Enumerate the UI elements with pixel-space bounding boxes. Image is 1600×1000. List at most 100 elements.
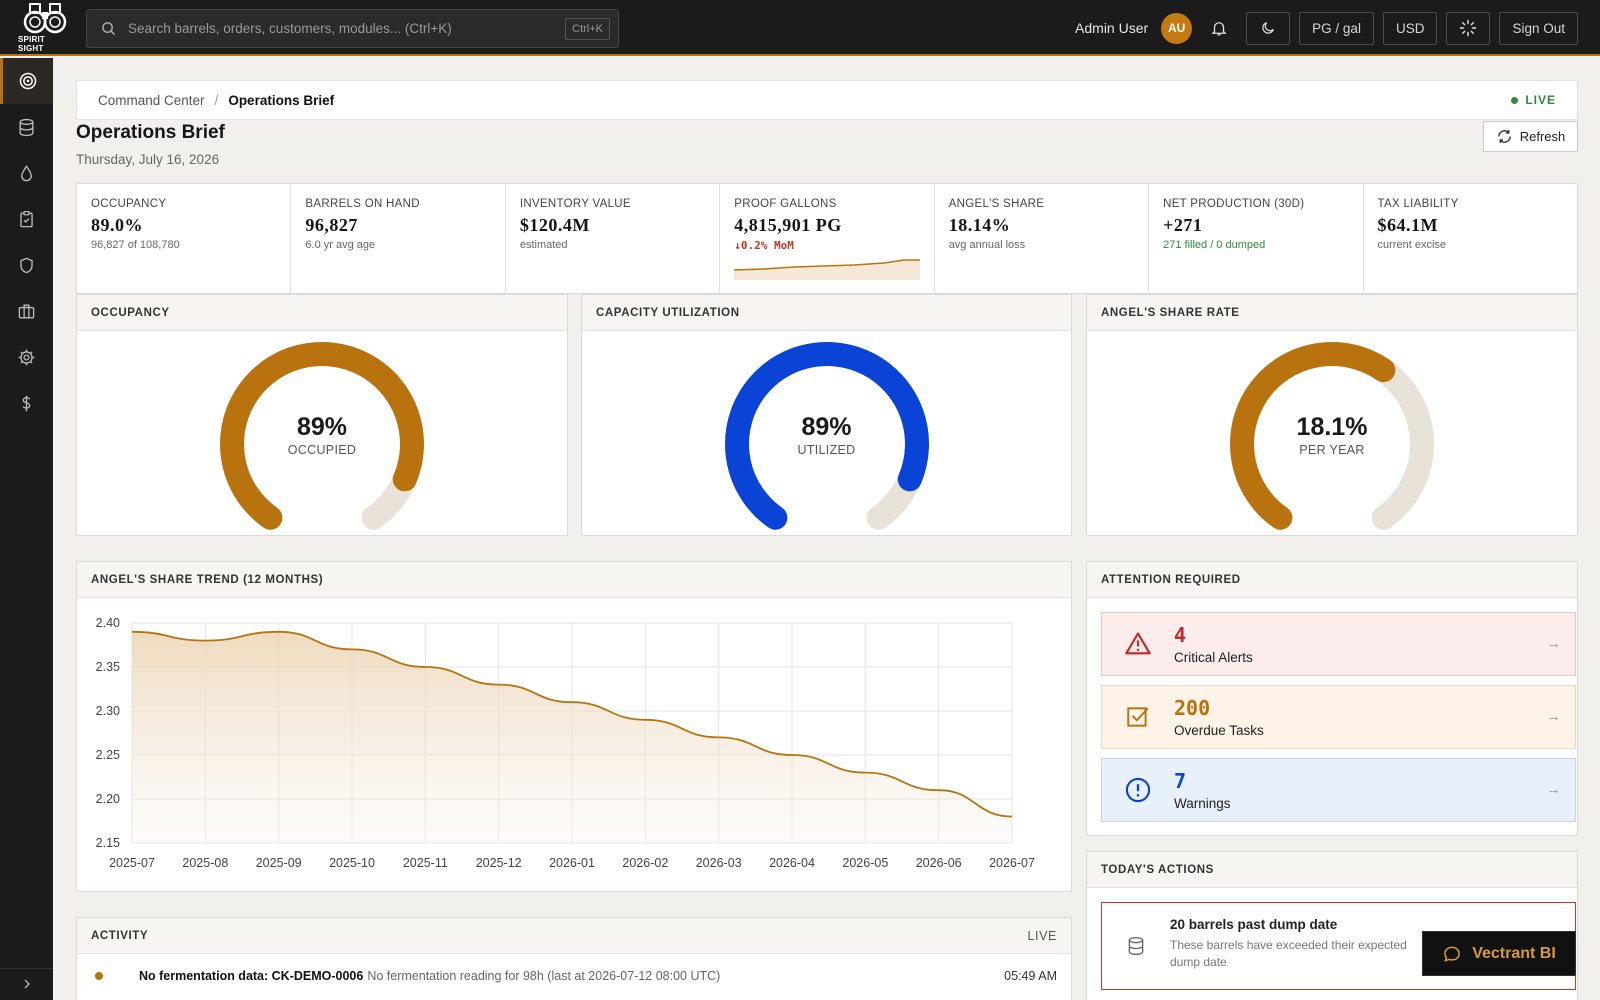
- gauge-card-capacity: CAPACITY UTILIZATION 89% UTILIZED: [581, 294, 1072, 536]
- activity-row[interactable]: No fermentation data: CK-DEMO-0006 No fe…: [77, 954, 1071, 998]
- sidebar-item-sales[interactable]: [0, 288, 53, 334]
- clipboard-check-icon: [20, 210, 33, 227]
- kpi-value: $120.4M: [519, 215, 590, 235]
- breadcrumb-current: Operations Brief: [228, 92, 335, 108]
- actions-card: TODAY'S ACTIONS 20 barrels past dump dat…: [1086, 851, 1578, 1000]
- sidebar-item-tasks[interactable]: [0, 196, 53, 242]
- gear-icon: [18, 349, 35, 365]
- activity-time: 05:49 AM: [1004, 969, 1057, 983]
- attention-critical-alerts[interactable]: 4 Critical Alerts →: [1101, 612, 1576, 676]
- briefcase-icon: [18, 303, 35, 319]
- kpi-label: INVENTORY VALUE: [519, 198, 631, 210]
- kpi-label: OCCUPANCY: [91, 198, 167, 210]
- kpi-sub: estimated: [519, 239, 568, 251]
- kpi-sub: ↓0.2% MoM: [734, 239, 794, 252]
- assistant-label: Vectrant BI: [1472, 944, 1556, 962]
- global-search[interactable]: Ctrl+K: [86, 9, 619, 48]
- attention-count: 200: [1174, 696, 1211, 720]
- gauge-occupancy: [220, 342, 424, 530]
- sidebar-item-production[interactable]: [0, 150, 53, 196]
- card-title: OCCUPANCY: [77, 295, 567, 331]
- gauge-fill: [220, 342, 424, 530]
- x-tick-label: 2026-01: [549, 856, 595, 870]
- y-tick-label: 2.30: [96, 704, 120, 718]
- card-title: ANGEL'S SHARE TREND (12 MONTHS): [77, 562, 1071, 598]
- assistant-button[interactable]: Vectrant BI: [1422, 931, 1576, 976]
- avatar[interactable]: AU: [1161, 12, 1193, 44]
- x-tick-label: 2025-08: [182, 856, 228, 870]
- angels-share-trend-chart: 2.40 2.35 2.30 2.25 2.20 2.15 2025-07 2025-08 20…: [96, 616, 1035, 870]
- loading-indicator-button[interactable]: [1446, 11, 1491, 45]
- sidebar: [0, 58, 53, 1000]
- x-tick-label: 2026-04: [769, 856, 815, 870]
- user-name: Admin User: [1075, 20, 1149, 36]
- x-tick-label: 2025-09: [256, 856, 302, 870]
- x-tick-label: 2026-05: [842, 856, 888, 870]
- arrow-right-icon: →: [1546, 635, 1561, 652]
- sign-out-button[interactable]: Sign Out: [1499, 11, 1578, 45]
- gauge-capacity: [724, 342, 929, 530]
- currency-button[interactable]: USD: [1382, 11, 1438, 45]
- kpi-value: $64.1M: [1377, 215, 1439, 235]
- x-tick-label: 2025-12: [476, 856, 522, 870]
- status-dot: [95, 972, 103, 980]
- kpi-tax-liability[interactable]: TAX LIABILITY $64.1M current excise: [1364, 184, 1577, 293]
- attention-count: 4: [1174, 623, 1187, 647]
- kpi-value: 4,815,901 PG: [734, 215, 842, 235]
- kpi-angels-share[interactable]: ANGEL'S SHARE 18.14% avg annual loss: [935, 184, 1150, 293]
- search-icon: [102, 22, 116, 36]
- sidebar-item-settings[interactable]: [0, 334, 53, 380]
- refresh-icon: [1497, 130, 1511, 143]
- sidebar-item-inventory[interactable]: [0, 104, 53, 150]
- kpi-sub: 96,827 of 108,780: [91, 239, 180, 251]
- theme-toggle-button[interactable]: [1246, 11, 1291, 45]
- page-date: Thursday, July 16, 2026: [76, 152, 220, 167]
- kpi-value: 96,827: [305, 215, 358, 235]
- kpi-occupancy[interactable]: OCCUPANCY 89.0% 96,827 of 108,780: [77, 184, 292, 293]
- live-dot: [1511, 96, 1519, 104]
- attention-label: Warnings: [1174, 796, 1231, 811]
- gauge-value: 89%: [296, 413, 348, 441]
- arrow-right-icon: →: [1546, 781, 1561, 798]
- sidebar-expand-button[interactable]: [0, 968, 53, 992]
- kpi-proof-gallons[interactable]: PROOF GALLONS 4,815,901 PG ↓0.2% MoM: [720, 184, 935, 293]
- kpi-inventory-value[interactable]: INVENTORY VALUE $120.4M estimated: [506, 184, 721, 293]
- kpi-label: ANGEL'S SHARE: [948, 198, 1045, 210]
- x-tick-label: 2026-06: [916, 856, 962, 870]
- gauge-value: 18.1%: [1296, 413, 1368, 441]
- unit-toggle-button[interactable]: PG / gal: [1299, 11, 1374, 45]
- action-item[interactable]: 20 barrels past dump date These barrels …: [1101, 902, 1576, 990]
- notifications-button[interactable]: [1201, 11, 1237, 45]
- sidebar-item-finance[interactable]: [0, 380, 53, 426]
- attention-overdue-tasks[interactable]: 200 Overdue Tasks →: [1101, 685, 1576, 749]
- y-tick-label: 2.25: [96, 748, 120, 762]
- breadcrumb-separator: /: [214, 92, 219, 108]
- search-input[interactable]: [128, 21, 566, 36]
- sidebar-item-compliance[interactable]: [0, 242, 53, 288]
- breadcrumb-root[interactable]: Command Center: [98, 92, 205, 108]
- kpi-barrels-on-hand[interactable]: BARRELS ON HAND 96,827 6.0 yr avg age: [291, 184, 506, 293]
- action-desc: These barrels have exceeded their expect…: [1170, 938, 1407, 969]
- kpi-net-production[interactable]: NET PRODUCTION (30D) +271 271 filled / 0…: [1149, 184, 1364, 293]
- activity-desc: No fermentation reading for 98h (last at…: [367, 969, 721, 983]
- chat-bubble-icon: [1444, 946, 1461, 962]
- sidebar-item-command-center[interactable]: [0, 58, 53, 104]
- top-bar: SPIRIT SIGHT Ctrl+K Admin User AU PG / g…: [0, 0, 1600, 56]
- gauge-card-occupancy: OCCUPANCY 89% OCCUPIED: [76, 294, 568, 536]
- logo[interactable]: SPIRIT SIGHT: [18, 0, 71, 55]
- attention-warnings[interactable]: 7 Warnings →: [1101, 758, 1576, 822]
- database-icon: [1128, 937, 1144, 956]
- x-tick-label: 2026-02: [622, 856, 668, 870]
- warning-triangle-icon: [1125, 632, 1151, 655]
- attention-card: ATTENTION REQUIRED 4 Critical Alerts → 2…: [1086, 561, 1578, 836]
- attention-label: Critical Alerts: [1174, 650, 1253, 665]
- gauge-value: 89%: [801, 413, 852, 441]
- bell-icon: [1211, 22, 1227, 36]
- x-tick-label: 2025-11: [403, 856, 448, 870]
- dollar-icon: [22, 395, 31, 411]
- activity-title: No fermentation data: CK-DEMO-0006: [139, 969, 364, 983]
- refresh-button[interactable]: Refresh: [1483, 121, 1578, 152]
- live-label: LIVE: [1525, 93, 1556, 107]
- card-title: CAPACITY UTILIZATION: [582, 295, 1071, 331]
- gauge-caption: PER YEAR: [1299, 443, 1365, 457]
